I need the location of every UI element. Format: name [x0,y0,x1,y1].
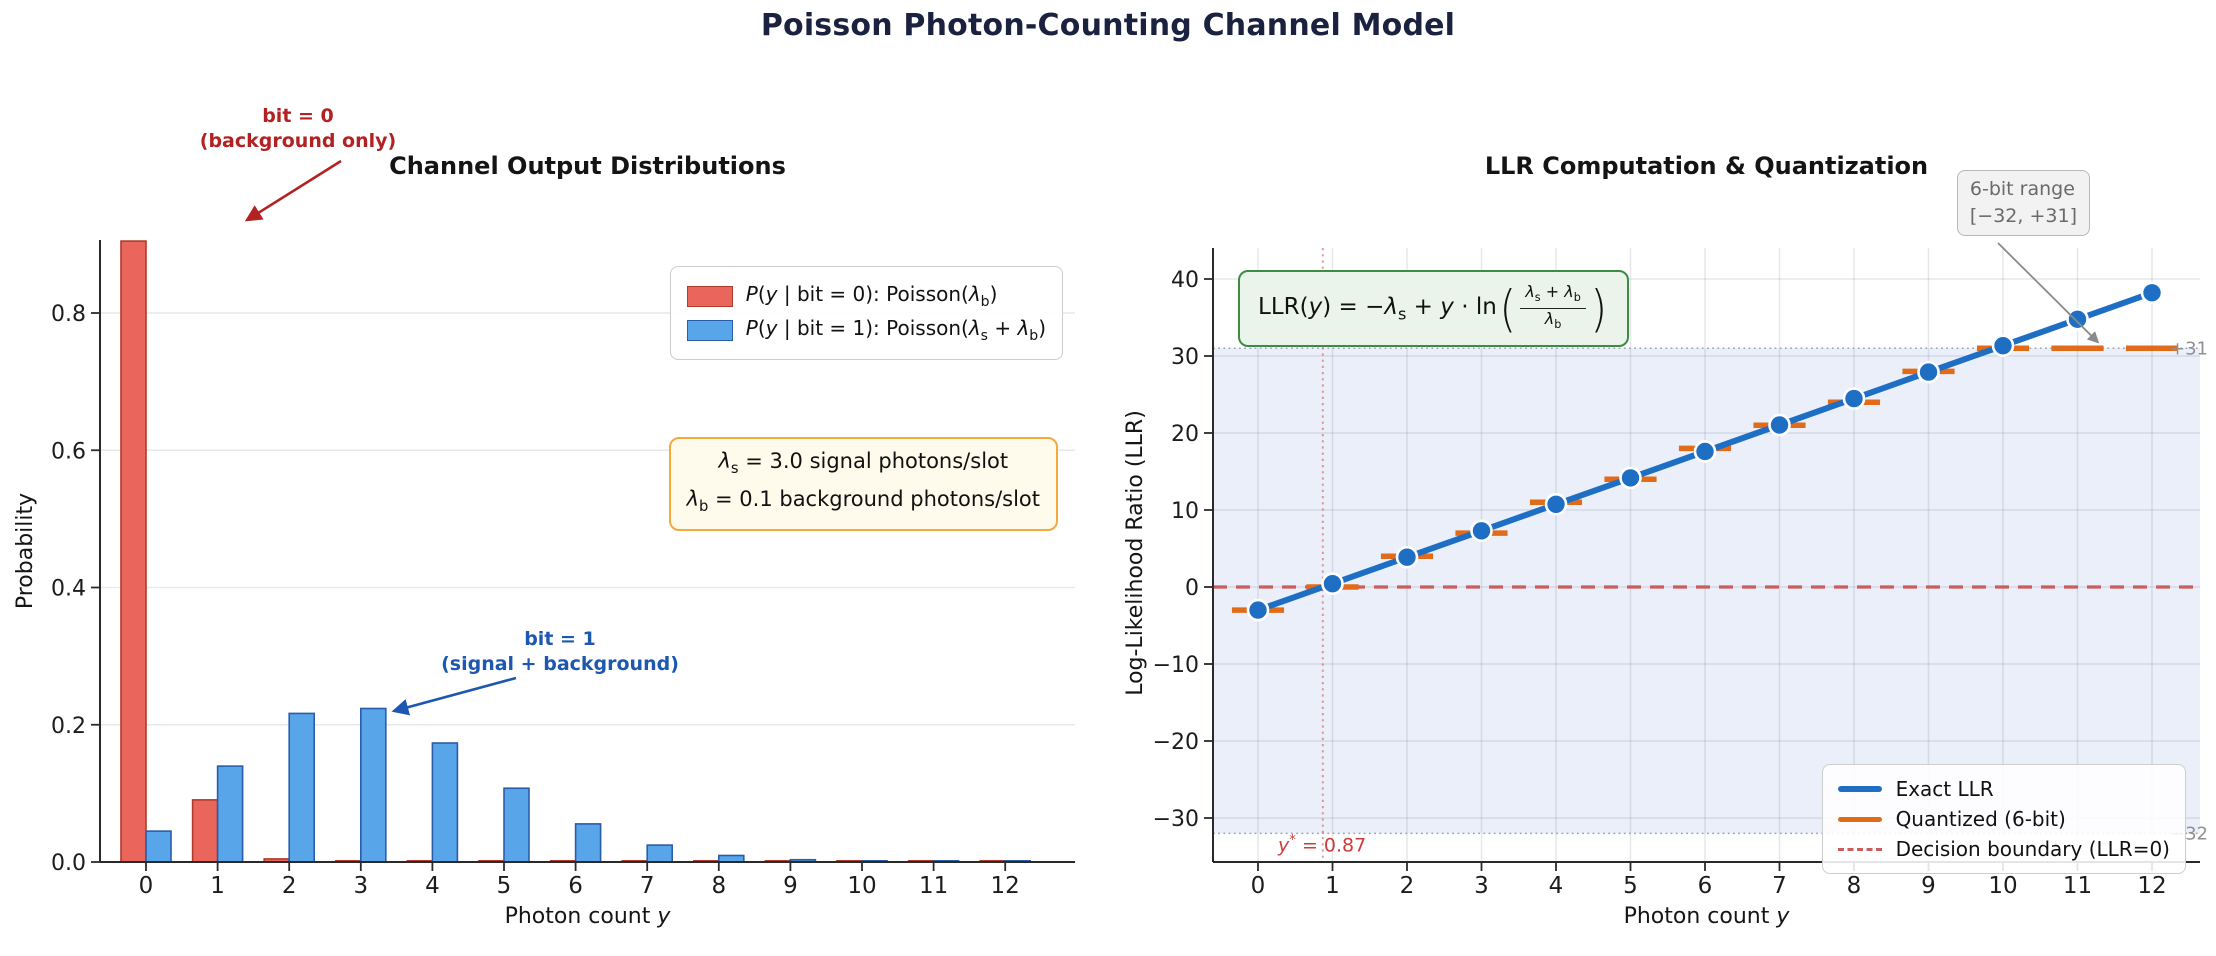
bit0-annotation-line1: bit = 0 [262,105,334,127]
legend-item: Exact LLR [1837,774,2170,804]
llr-formula-box: LLR(y) = −λs + y · ln ( λs + λb λb ) [1238,270,1630,348]
left-plot-title: Channel Output Distributions [389,152,786,180]
svg-text:0: 0 [1251,873,1266,899]
svg-text:7: 7 [640,873,655,899]
bit1-arrow [391,676,517,716]
legend-label: Exact LLR [1895,777,1994,801]
bit0-arrow [244,159,342,222]
fraction-numerator: λs + λb [1520,282,1586,310]
legend-line-sample [1837,847,1882,851]
svg-text:4: 4 [1549,873,1564,899]
fraction-denominator: λb [1544,309,1562,332]
legend-label: P(y | bit = 1): Poisson(λs + λb) [745,316,1046,344]
svg-text:0: 0 [1185,576,1199,601]
legend-item: P(y | bit = 0): Poisson(λb) [686,279,1046,313]
legend-item: Quantized (6-bit) [1837,804,2170,834]
svg-text:4: 4 [425,873,440,899]
svg-text:8: 8 [1847,873,1862,899]
bit0-annotation-line2: (background only) [199,130,397,152]
six-bit-band [1213,348,2200,834]
svg-text:0.4: 0.4 [51,577,86,602]
svg-text:3: 3 [353,873,368,899]
legend-label: Decision boundary (LLR=0) [1895,837,2170,861]
svg-text:7: 7 [1772,873,1787,899]
six-bit-range-callout: 6-bit range [−32, +31] [1956,170,2090,236]
bit1-annotation: bit = 1 (signal + background) [441,627,679,677]
svg-text:6: 6 [568,873,583,899]
svg-text:11: 11 [919,873,948,899]
formula-fraction: λs + λb λb [1520,282,1586,335]
svg-text:−20: −20 [1153,730,1199,755]
left-y-axis-label: Probability [13,492,38,610]
left-x-axis-label: Photon count y [504,904,671,929]
decision-threshold-label: y* = 0.87 [1278,833,1367,857]
svg-text:10: 10 [847,873,876,899]
bit0-annotation: bit = 0 (background only) [200,104,396,154]
svg-text:12: 12 [2137,873,2166,899]
svg-text:−10: −10 [1153,653,1199,678]
svg-text:5: 5 [1623,873,1638,899]
callout-arrow [1997,242,2100,344]
left-plot-group: 0 1 2 3 4 5 6 7 8 9 10 11 120.00.20.40.60.8 [51,159,1075,899]
callout-line1: 6-bit range [1969,178,2075,200]
plus31-label: +31 [2170,338,2208,359]
callout-line2: [−32, +31] [1969,205,2077,227]
svg-text:2: 2 [1400,873,1415,899]
svg-text:0.8: 0.8 [51,302,86,327]
legend-label: Quantized (6-bit) [1895,807,2066,831]
svg-text:10: 10 [1988,873,2017,899]
bars-bit1 [145,707,1032,863]
svg-text:9: 9 [1921,873,1936,899]
legend-item: Decision boundary (LLR=0) [1837,834,2170,864]
svg-text:0: 0 [139,873,154,899]
left-ticks: 0 1 2 3 4 5 6 7 8 9 10 11 120.00.20.40.60.8 [51,302,1020,899]
svg-text:−30: −30 [1153,807,1199,832]
right-y-axis-label: Log-Likelihood Ratio (LLR) [1123,410,1148,696]
right-plot-legend: Exact LLR Quantized (6-bit) Decision bound… [1821,764,2186,874]
bit1-annotation-line2: (signal + background) [441,653,679,675]
svg-text:12: 12 [991,873,1020,899]
legend-swatch [686,319,733,341]
svg-text:1: 1 [1325,873,1340,899]
svg-text:20: 20 [1171,422,1199,447]
left-plot-legend: P(y | bit = 0): Poisson(λb) P(y | bit = 1… [669,266,1063,360]
svg-text:0.0: 0.0 [51,851,86,876]
legend-line-sample [1837,816,1882,822]
lambda-s-value: λs = 3.0 signal photons/slot [718,449,1009,478]
svg-text:1: 1 [210,873,225,899]
svg-text:8: 8 [711,873,726,899]
parameters-box: λs = 3.0 signal photons/slot λb = 0.1 ba… [668,437,1058,532]
svg-text:40: 40 [1171,268,1199,293]
svg-text:6: 6 [1698,873,1713,899]
figure-title: Poisson Photon-Counting Channel Model [760,8,1456,43]
svg-text:0.6: 0.6 [51,439,86,464]
legend-swatch [686,285,733,307]
svg-text:3: 3 [1474,873,1489,899]
exact-llr-markers [1246,281,2164,622]
svg-text:5: 5 [497,873,512,899]
svg-text:11: 11 [2063,873,2092,899]
lambda-b-value: λb = 0.1 background photons/slot [686,487,1040,516]
svg-text:9: 9 [783,873,798,899]
legend-line-sample [1837,786,1882,792]
legend-label: P(y | bit = 0): Poisson(λb) [745,282,998,310]
right-x-axis-label: Photon count y [1623,904,1790,929]
legend-item: P(y | bit = 1): Poisson(λs + λb) [686,313,1046,347]
svg-text:10: 10 [1171,499,1199,524]
svg-text:2: 2 [282,873,297,899]
right-plot-title: LLR Computation & Quantization [1484,152,1929,180]
svg-text:0.2: 0.2 [51,714,86,739]
bit1-annotation-line1: bit = 1 [524,628,596,650]
llr-formula-lhs: LLR(y) = −λs + y · ln [1258,293,1497,324]
svg-text:30: 30 [1171,345,1199,370]
